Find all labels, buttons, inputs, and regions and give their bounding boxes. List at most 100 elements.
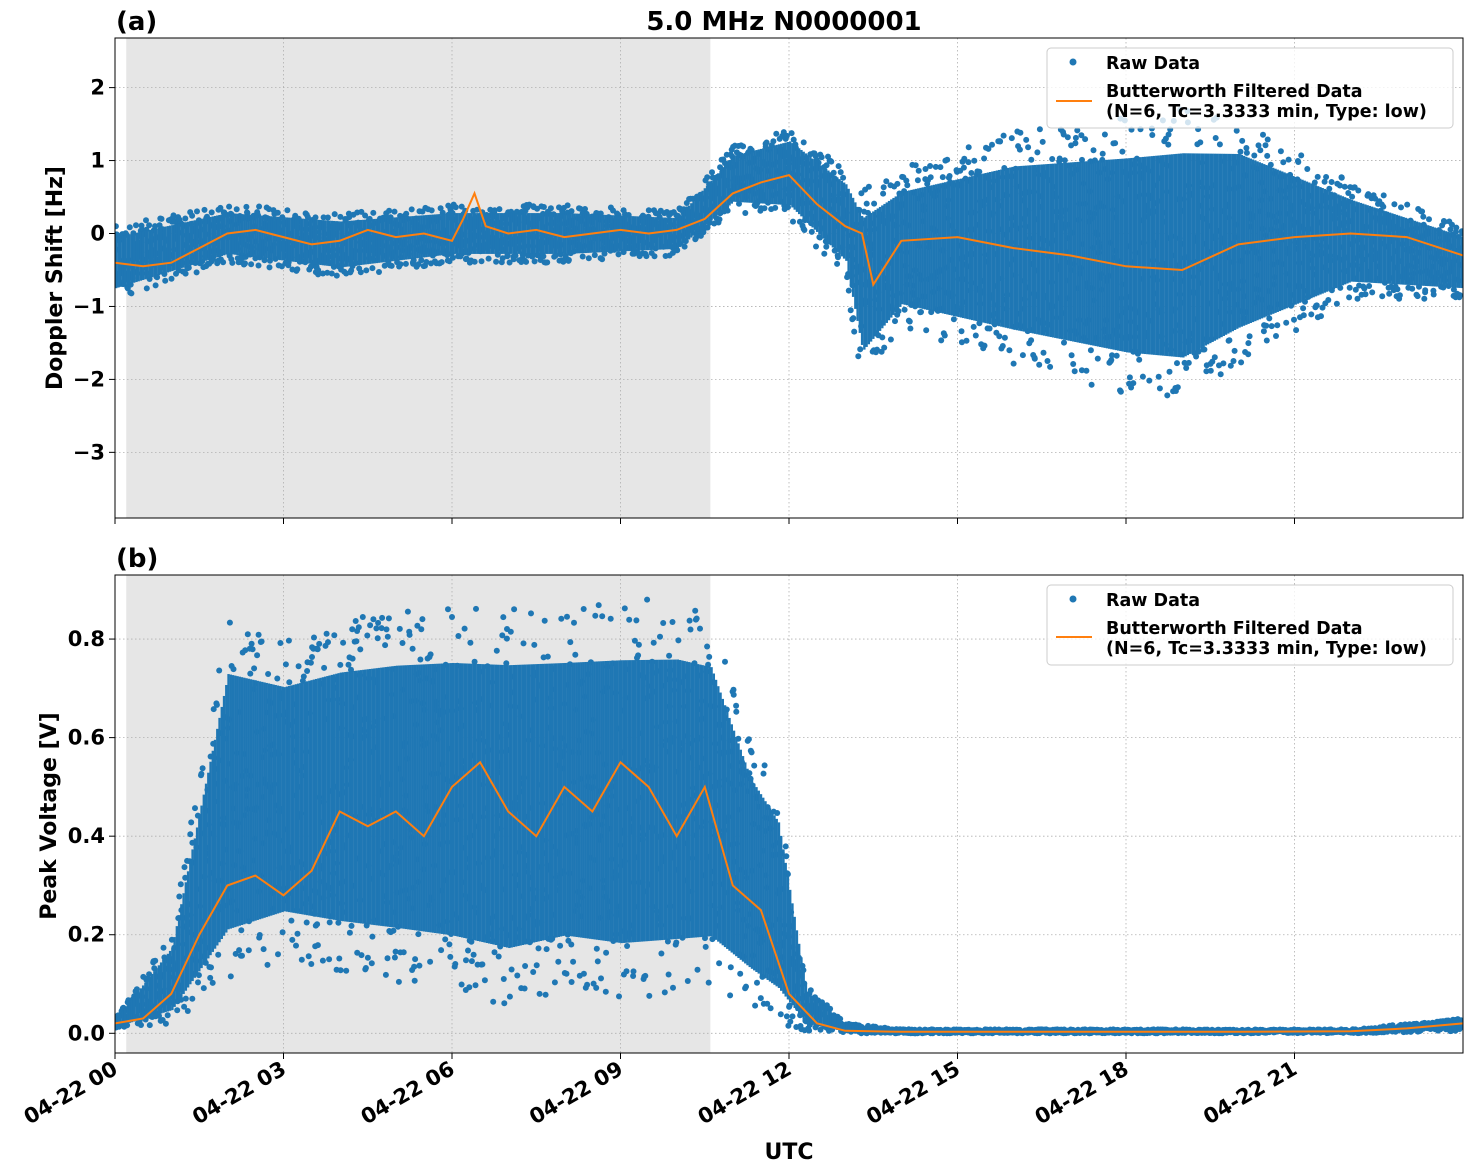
raw-point [427,651,434,658]
raw-point [1074,127,1081,134]
raw-point [530,969,537,975]
raw-point-cluster [836,177,839,252]
raw-point-cluster [771,146,774,205]
raw-point-cluster [256,215,259,258]
raw-point [1006,347,1013,354]
raw-point [1220,360,1227,367]
raw-point [1226,337,1233,344]
raw-point [965,159,972,166]
raw-point-cluster [1072,162,1075,342]
raw-point [274,209,281,216]
raw-point-cluster [263,215,266,259]
raw-point-cluster [838,179,841,255]
raw-point-cluster [279,216,282,261]
raw-point [452,961,459,967]
raw-point [396,625,403,632]
raw-point-cluster [566,213,569,254]
raw-point [787,1018,794,1025]
raw-point [417,656,424,663]
raw-point-cluster [420,215,423,258]
raw-point [946,173,953,179]
raw-point [181,1003,188,1010]
raw-point-cluster [667,217,671,250]
raw-point [1193,353,1200,360]
raw-point [996,333,1003,340]
raw-point [1061,339,1067,346]
raw-point [565,257,572,263]
raw-point [1419,208,1426,215]
raw-point [490,998,497,1005]
raw-point [1349,193,1356,200]
raw-point [630,973,637,979]
raw-point-cluster [782,143,785,205]
raw-point [1453,224,1460,231]
raw-point [937,164,944,171]
raw-point-cluster [831,173,835,248]
raw-point [446,941,453,948]
raw-point [531,641,538,648]
raw-point-cluster [1409,219,1412,286]
raw-point-cluster [1164,154,1167,356]
raw-point-cluster [541,213,545,254]
raw-point [307,659,314,666]
raw-point [315,267,322,274]
raw-point [1263,337,1270,344]
raw-point-cluster [1330,191,1333,290]
raw-point-cluster [1128,158,1131,353]
raw-point [210,706,217,713]
panel-a-doppler: 210−1−2−3 [73,37,1464,524]
raw-point-cluster [979,174,983,323]
raw-point [892,318,898,325]
raw-point-cluster [427,214,430,257]
raw-point [675,637,682,644]
raw-point [557,942,564,949]
raw-point [370,209,377,216]
raw-point [427,958,434,965]
raw-point [591,252,598,259]
raw-point-cluster [368,219,372,264]
raw-point [217,204,224,211]
raw-point-cluster [166,226,170,273]
raw-point-cluster [1146,156,1149,355]
raw-point [514,972,521,979]
raw-point [357,269,364,276]
raw-point [207,974,214,981]
raw-point-cluster [1447,231,1450,288]
raw-point-cluster [1155,155,1158,356]
raw-point [1366,283,1373,289]
raw-point-cluster [1238,153,1241,328]
raw-point-cluster [914,188,918,308]
raw-point-cluster [159,227,163,275]
raw-point-cluster [371,219,374,264]
raw-point [754,979,760,986]
raw-point [367,622,374,629]
raw-point [177,881,184,888]
raw-point [1300,305,1307,312]
raw-point [633,617,640,624]
raw-point-cluster [1126,158,1129,353]
raw-point [1227,362,1234,369]
raw-point [164,1012,171,1019]
raw-point [1031,355,1038,362]
raw-point-cluster [1058,163,1061,339]
raw-point [593,984,600,991]
raw-point-cluster [1096,160,1100,347]
raw-point-cluster [530,213,534,254]
raw-point-cluster [469,213,473,254]
raw-point [642,972,649,979]
raw-point [790,218,796,225]
raw-point [391,954,398,961]
raw-point-cluster [523,213,527,254]
raw-point-cluster [467,213,471,254]
raw-point-cluster [1179,153,1183,358]
raw-point-cluster [901,191,904,305]
raw-point [1056,155,1063,162]
raw-point [1136,356,1143,363]
raw-point-cluster [1283,172,1286,310]
raw-point-cluster [1375,208,1378,284]
raw-point [687,626,694,633]
raw-point [757,995,764,1002]
raw-point-cluster [173,224,176,271]
raw-point [1255,142,1262,149]
raw-point [168,275,175,282]
